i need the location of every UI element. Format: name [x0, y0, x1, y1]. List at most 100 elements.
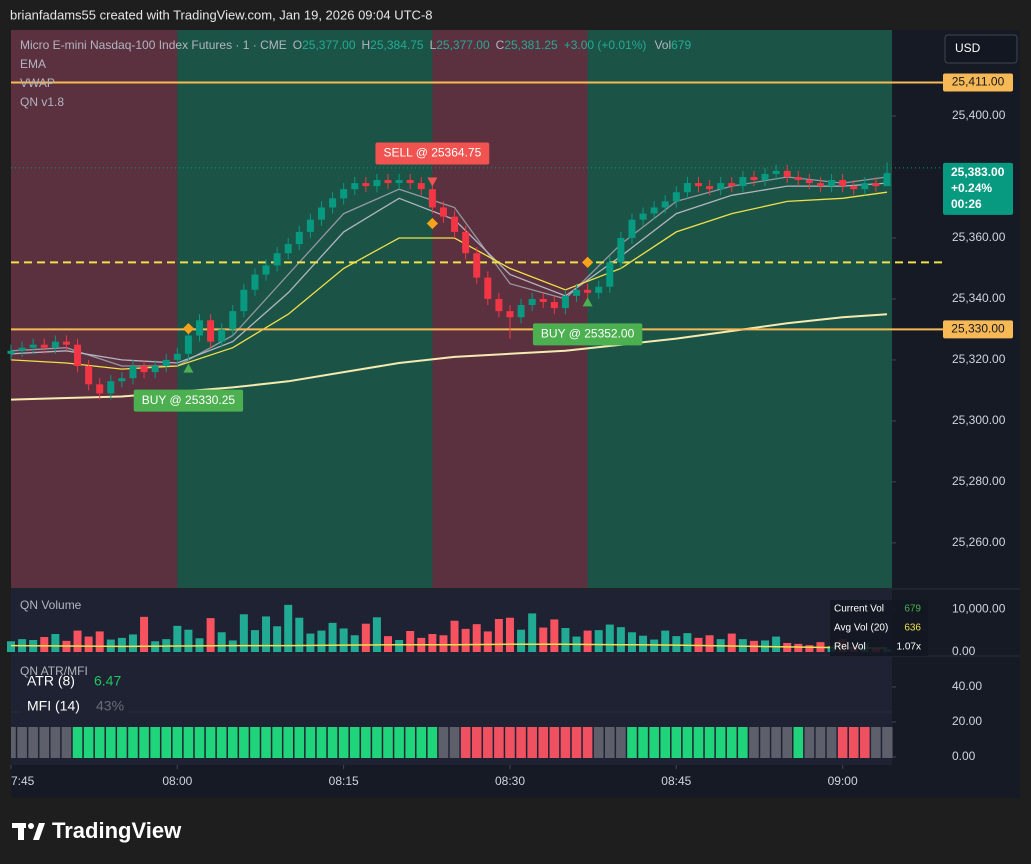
candle-body — [794, 176, 802, 181]
ohlc-name: C — [496, 38, 505, 52]
last-price: 25,383.00 — [951, 165, 1005, 179]
candle-body — [816, 183, 824, 187]
volume-ma — [10, 643, 888, 649]
volume-bar — [650, 639, 659, 652]
volume-bar — [273, 626, 282, 652]
vol-value: 679 — [671, 38, 691, 52]
candle-body — [340, 189, 348, 199]
volume-bar — [805, 645, 814, 652]
currency[interactable]: USD — [955, 41, 981, 55]
candle-body — [828, 180, 836, 187]
volume-bar — [450, 620, 459, 652]
level-label-bg — [943, 320, 1013, 339]
volume-bar — [95, 631, 104, 652]
volume-bar — [217, 632, 226, 652]
vol-name: Vol — [654, 38, 671, 52]
y-tick-label: 25,400.00 — [952, 108, 1006, 122]
y-tick-label: 25,340.00 — [952, 291, 1006, 305]
brand-logo — [12, 823, 45, 840]
candle-body — [728, 183, 736, 187]
candle-body — [617, 237, 625, 263]
readout-value: 6.47 — [94, 673, 121, 689]
candle-body — [262, 265, 270, 275]
volume-bar — [583, 630, 592, 652]
candle-body — [628, 219, 636, 238]
brand: TradingView — [52, 818, 182, 843]
indicator-name: VWAP — [20, 76, 55, 90]
volume-bar — [705, 635, 714, 652]
candle-body — [473, 253, 481, 278]
x-tick-label: 08:15 — [329, 774, 359, 788]
y-tick-label: 0.00 — [952, 644, 976, 658]
volume-bar — [505, 617, 514, 652]
candle-body — [761, 173, 769, 181]
indicator-line — [10, 176, 888, 367]
volume-bar — [361, 623, 370, 652]
pane-title: QN Volume — [20, 598, 82, 612]
candle-body — [650, 207, 658, 214]
volume-bar — [494, 619, 503, 652]
volume-bar — [173, 625, 182, 652]
volume-bar — [284, 604, 293, 652]
level-label: 25,330.00 — [951, 322, 1005, 336]
volume-bar — [239, 614, 248, 652]
candle-body — [51, 341, 59, 348]
readout-value: 43% — [96, 698, 124, 714]
candle-body — [739, 176, 747, 187]
volume-bar — [350, 635, 359, 652]
signal-zone — [11, 30, 183, 588]
candle-body — [595, 286, 603, 293]
x-tick-label: 08:45 — [661, 774, 691, 788]
candle-body — [451, 216, 459, 232]
volume-bar — [539, 627, 548, 652]
candle-body — [462, 231, 470, 254]
candle-body — [107, 381, 115, 394]
volume-bar — [428, 634, 437, 652]
signal-zone — [177, 30, 438, 588]
candle-body — [284, 244, 292, 254]
candle-body — [717, 183, 725, 190]
stats-value: 1.07x — [897, 642, 921, 653]
volume-bar — [184, 629, 193, 652]
volume-bar — [550, 619, 559, 652]
currency-button[interactable] — [944, 34, 1018, 64]
volume-bar — [627, 632, 636, 652]
change: +3.00 (+0.01%) — [564, 38, 647, 52]
candle-body — [495, 298, 503, 312]
volume-bar — [683, 633, 692, 652]
candle-body — [18, 347, 26, 351]
volume-bar — [295, 617, 304, 652]
candle-body — [118, 378, 126, 382]
signal-label-bg — [375, 142, 490, 165]
candle-body — [151, 366, 159, 373]
stats-value: 636 — [904, 623, 921, 634]
candle-body — [129, 366, 137, 379]
ohlc-name: O — [293, 38, 302, 52]
candle-body — [805, 180, 813, 184]
candle-body — [329, 198, 337, 208]
candle-body — [7, 350, 15, 354]
ohlc-value: 25,377.00 — [436, 38, 490, 52]
volume-bar — [339, 628, 348, 652]
signal-diamond — [426, 217, 439, 230]
candle-body — [295, 231, 303, 245]
candle-body — [62, 341, 70, 345]
candle-body — [85, 366, 93, 385]
volume-bar — [328, 622, 337, 652]
candle-body — [184, 335, 192, 354]
x-tick-label: 7:45 — [11, 774, 35, 788]
volume-bar — [605, 624, 614, 652]
candle-body — [694, 183, 702, 187]
volume-bar — [395, 640, 404, 652]
candle-body — [29, 344, 37, 348]
candle-body — [196, 320, 204, 336]
candle-body — [384, 180, 392, 184]
volume-bar — [528, 613, 537, 652]
volume-bar — [140, 616, 149, 652]
candle-body — [439, 207, 447, 217]
volume-bar — [616, 627, 625, 652]
candle-body — [273, 253, 281, 266]
candle-body — [750, 176, 758, 181]
candle-body — [218, 329, 226, 342]
credit: brianfadams55 created with TradingView.c… — [10, 7, 433, 22]
